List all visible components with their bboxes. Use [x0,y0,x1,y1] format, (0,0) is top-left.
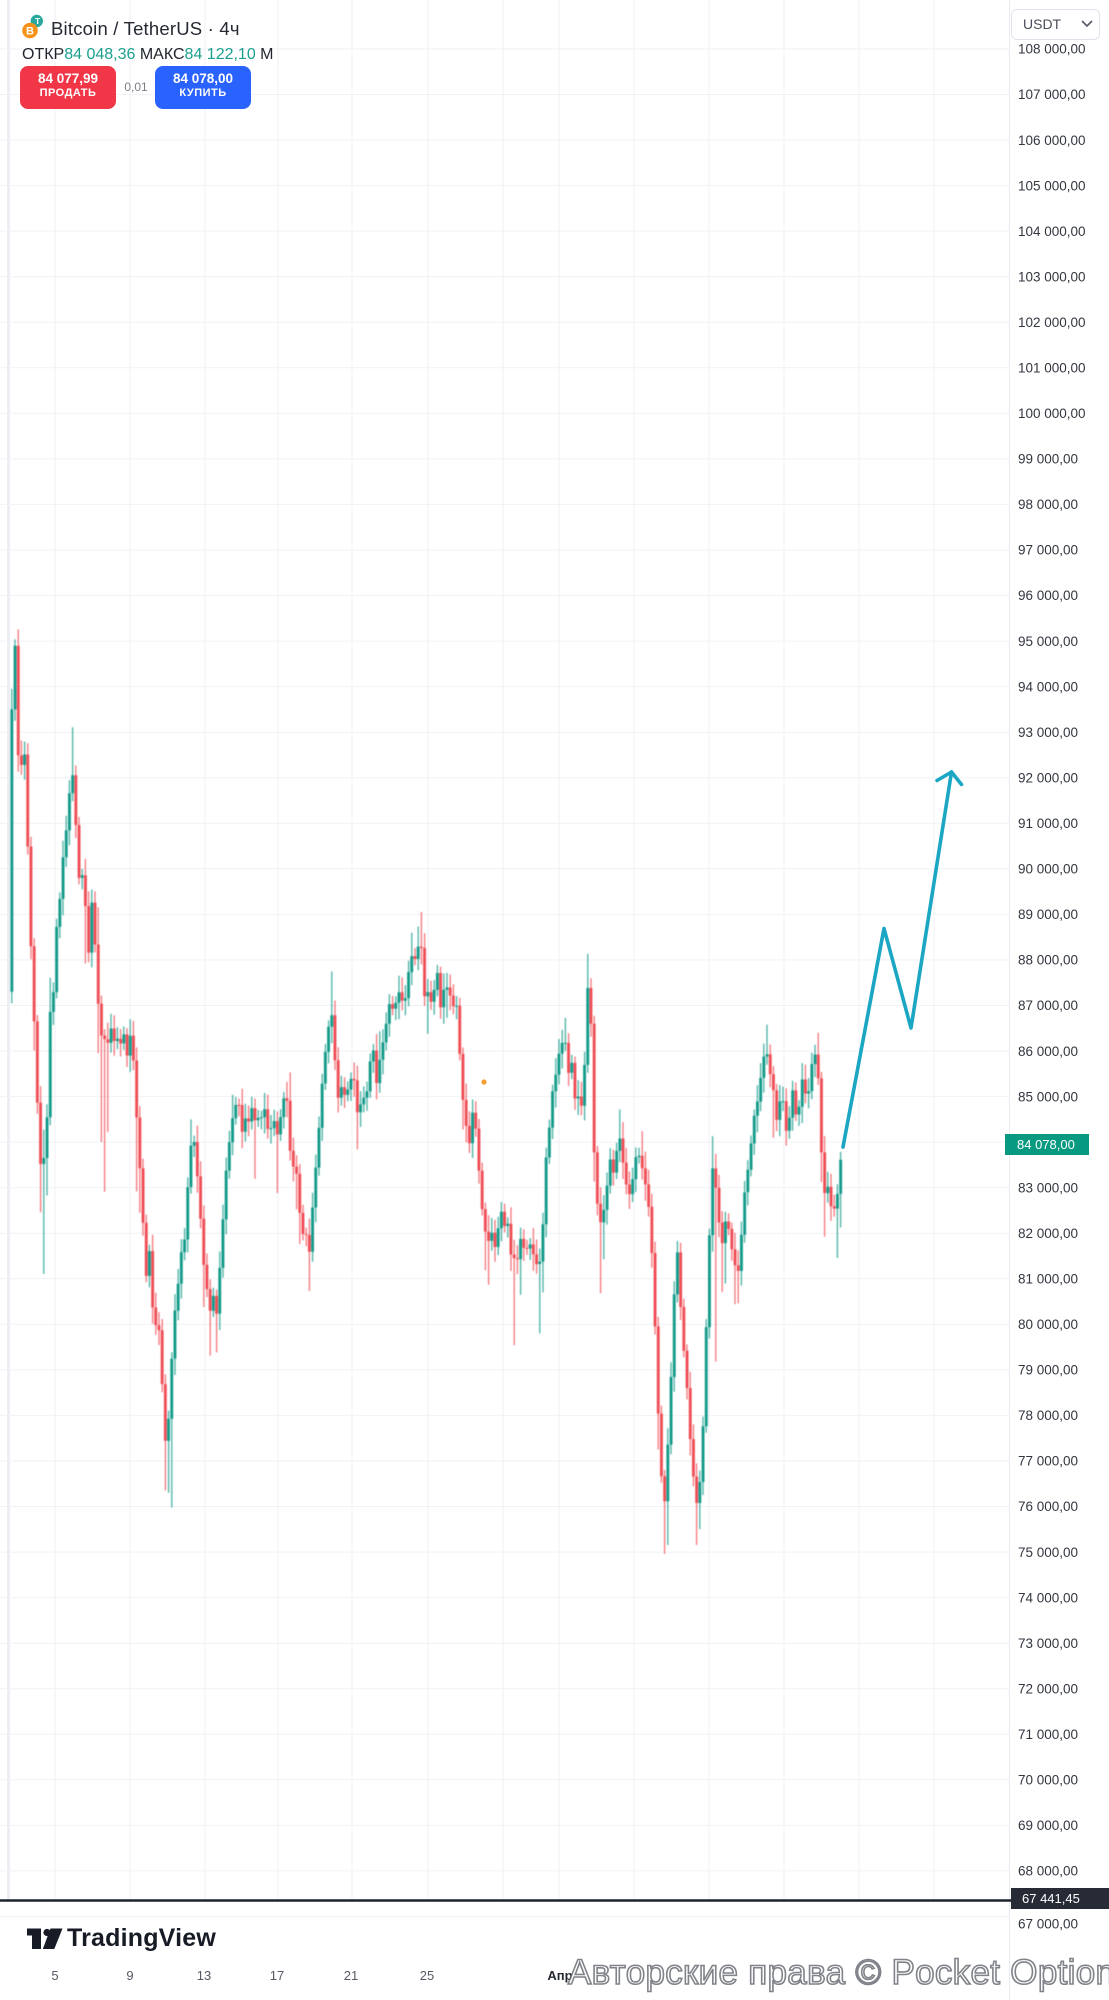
svg-text:93 000,00: 93 000,00 [1018,725,1078,740]
svg-text:T: T [35,16,41,26]
svg-text:70 000,00: 70 000,00 [1018,1773,1078,1788]
svg-text:78 000,00: 78 000,00 [1018,1408,1078,1423]
svg-text:91 000,00: 91 000,00 [1018,816,1078,831]
svg-text:71 000,00: 71 000,00 [1018,1727,1078,1742]
svg-text:77 000,00: 77 000,00 [1018,1454,1078,1469]
svg-text:98 000,00: 98 000,00 [1018,497,1078,512]
svg-text:88 000,00: 88 000,00 [1018,953,1078,968]
svg-text:95 000,00: 95 000,00 [1018,634,1078,649]
svg-text:105 000,00: 105 000,00 [1018,178,1086,193]
svg-text:72 000,00: 72 000,00 [1018,1682,1078,1697]
svg-text:85 000,00: 85 000,00 [1018,1089,1078,1104]
svg-text:94 000,00: 94 000,00 [1018,679,1078,694]
svg-text:79 000,00: 79 000,00 [1018,1363,1078,1378]
svg-text:107 000,00: 107 000,00 [1018,87,1086,102]
svg-text:76 000,00: 76 000,00 [1018,1499,1078,1514]
svg-text:102 000,00: 102 000,00 [1018,315,1086,330]
svg-text:90 000,00: 90 000,00 [1018,862,1078,877]
svg-text:96 000,00: 96 000,00 [1018,588,1078,603]
svg-text:81 000,00: 81 000,00 [1018,1272,1078,1287]
svg-text:68 000,00: 68 000,00 [1018,1864,1078,1879]
svg-text:74 000,00: 74 000,00 [1018,1590,1078,1605]
svg-text:101 000,00: 101 000,00 [1018,361,1086,376]
svg-text:67 000,00: 67 000,00 [1018,1917,1078,1932]
svg-text:92 000,00: 92 000,00 [1018,771,1078,786]
svg-text:69 000,00: 69 000,00 [1018,1818,1078,1833]
svg-text:86 000,00: 86 000,00 [1018,1044,1078,1059]
svg-text:99 000,00: 99 000,00 [1018,452,1078,467]
svg-text:89 000,00: 89 000,00 [1018,907,1078,922]
svg-text:103 000,00: 103 000,00 [1018,269,1086,284]
svg-text:108 000,00: 108 000,00 [1018,42,1086,57]
svg-text:82 000,00: 82 000,00 [1018,1226,1078,1241]
svg-text:80 000,00: 80 000,00 [1018,1317,1078,1332]
svg-text:75 000,00: 75 000,00 [1018,1545,1078,1560]
svg-text:106 000,00: 106 000,00 [1018,133,1086,148]
svg-text:83 000,00: 83 000,00 [1018,1180,1078,1195]
svg-text:B: B [26,26,34,38]
svg-text:73 000,00: 73 000,00 [1018,1636,1078,1651]
svg-text:100 000,00: 100 000,00 [1018,406,1086,421]
svg-text:104 000,00: 104 000,00 [1018,224,1086,239]
svg-text:87 000,00: 87 000,00 [1018,998,1078,1013]
svg-text:97 000,00: 97 000,00 [1018,543,1078,558]
